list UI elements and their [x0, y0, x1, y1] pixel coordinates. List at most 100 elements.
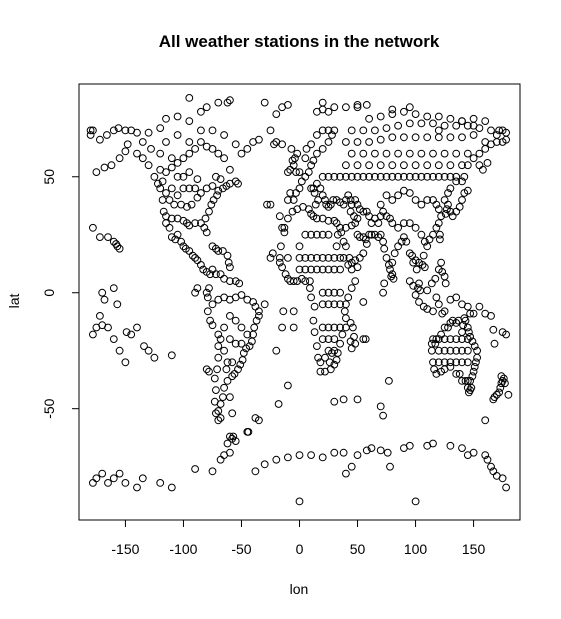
data-point: [249, 298, 258, 306]
data-point: [177, 200, 186, 209]
data-point: [213, 191, 222, 200]
data-point: [295, 451, 304, 460]
data-point: [193, 175, 202, 184]
data-point: [316, 184, 325, 193]
data-point: [255, 135, 263, 144]
data-point: [342, 103, 350, 112]
data-point: [417, 230, 426, 239]
data-point: [353, 200, 362, 209]
data-point: [388, 196, 397, 204]
data-point: [489, 325, 498, 334]
data-point: [497, 372, 506, 381]
data-point: [324, 126, 333, 135]
data-point: [286, 165, 295, 174]
data-point: [318, 323, 327, 332]
data-point: [144, 128, 153, 137]
data-point: [252, 316, 261, 325]
data-point: [324, 335, 333, 344]
data-point: [394, 149, 403, 158]
data-point: [89, 330, 97, 339]
data-point: [332, 356, 341, 364]
data-point: [388, 105, 397, 114]
data-point: [440, 149, 449, 158]
data-point: [302, 145, 311, 153]
data-point: [173, 172, 182, 181]
data-point: [346, 337, 355, 346]
data-point: [339, 448, 348, 457]
data-point: [322, 200, 331, 209]
data-point: [371, 126, 379, 135]
data-point: [185, 117, 194, 125]
data-point: [203, 293, 212, 302]
data-point: [481, 117, 490, 125]
data-point: [208, 126, 217, 135]
data-point: [355, 254, 364, 262]
data-point: [226, 263, 234, 272]
data-point: [165, 196, 174, 204]
data-point: [342, 172, 350, 181]
data-point: [498, 126, 507, 135]
data-point: [86, 126, 95, 135]
data-point: [289, 323, 298, 332]
data-point: [325, 358, 334, 367]
data-point: [419, 302, 428, 311]
data-point: [388, 133, 397, 142]
data-point: [359, 207, 368, 216]
data-point: [452, 293, 461, 302]
data-point: [293, 149, 302, 158]
data-point: [127, 330, 136, 339]
data-point: [272, 110, 281, 118]
data-point: [324, 300, 333, 309]
data-point: [228, 409, 237, 418]
data-point: [431, 339, 440, 348]
data-point: [498, 474, 507, 483]
data-point: [411, 161, 420, 170]
data-point: [230, 370, 239, 378]
data-point: [405, 149, 414, 158]
data-point: [115, 244, 124, 253]
data-point: [207, 200, 216, 209]
data-point: [208, 182, 217, 190]
data-point: [347, 258, 356, 267]
data-point: [405, 219, 414, 228]
data-point: [400, 219, 408, 228]
x-tick-label: 0: [296, 541, 304, 557]
data-point: [244, 428, 253, 436]
data-point: [420, 263, 429, 272]
data-point: [329, 196, 338, 204]
data-point: [338, 330, 347, 339]
data-point: [92, 323, 101, 332]
data-point: [226, 393, 234, 402]
data-point: [191, 254, 200, 262]
data-point: [278, 263, 287, 272]
data-point: [452, 346, 461, 355]
data-point: [394, 223, 403, 232]
data-point: [380, 244, 389, 253]
data-point: [411, 110, 420, 118]
data-point: [288, 156, 297, 165]
data-point: [220, 346, 229, 355]
data-point: [173, 112, 182, 121]
data-point: [440, 121, 449, 130]
data-point: [397, 237, 406, 246]
data-point: [394, 172, 403, 181]
data-point: [324, 230, 333, 239]
data-point: [434, 300, 443, 309]
data-point: [499, 374, 508, 383]
data-point: [197, 107, 205, 116]
data-point: [465, 388, 473, 397]
data-point: [280, 228, 289, 237]
data-point: [313, 149, 321, 158]
data-point: [167, 154, 176, 163]
data-point: [167, 483, 176, 492]
data-point: [382, 172, 391, 181]
data-point: [492, 131, 501, 139]
data-point: [481, 416, 490, 425]
data-point: [206, 316, 215, 325]
data-point: [280, 223, 289, 232]
data-point: [133, 149, 141, 158]
data-point: [400, 107, 408, 116]
data-point: [210, 397, 219, 406]
data-point: [222, 365, 231, 374]
data-point: [121, 479, 130, 487]
